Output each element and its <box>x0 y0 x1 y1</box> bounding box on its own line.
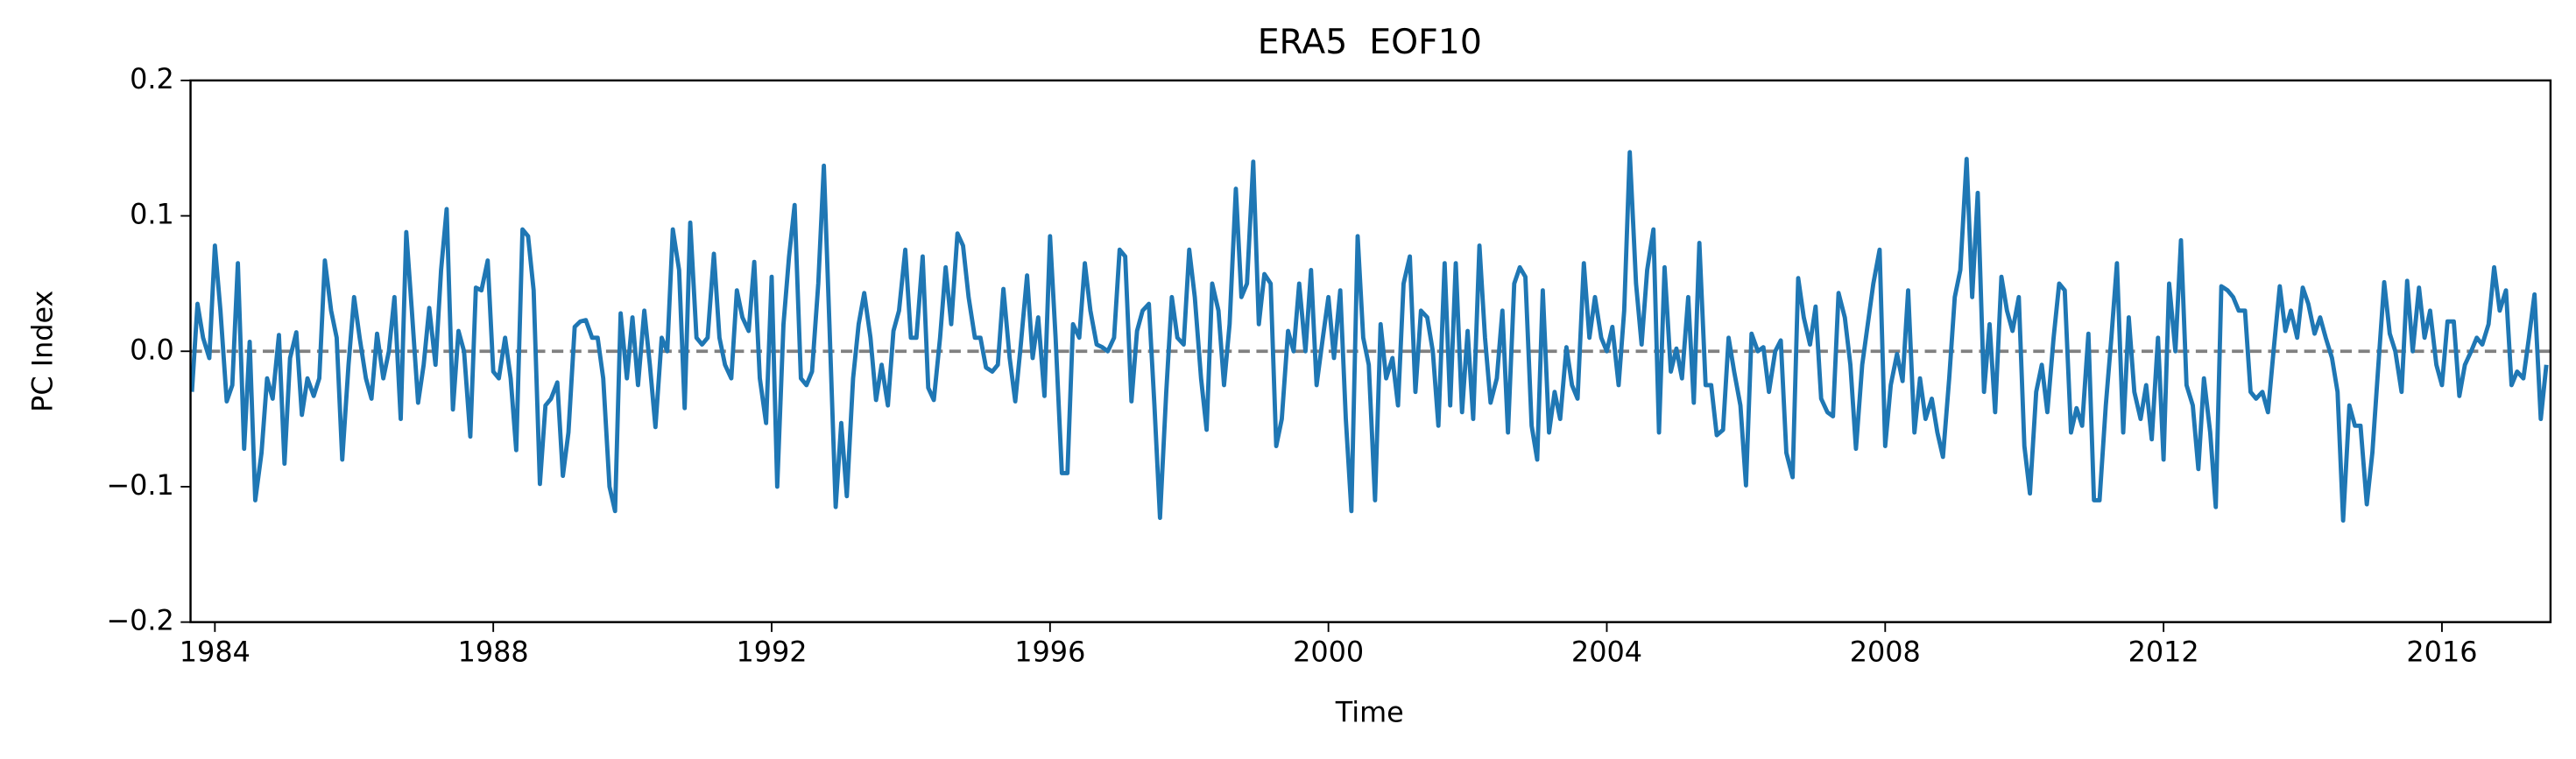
x-tick-label: 1988 <box>458 635 529 668</box>
y-tick-label: 0.2 <box>130 62 174 95</box>
y-axis-label: PC Index <box>26 291 60 412</box>
x-tick-label: 1996 <box>1014 635 1085 668</box>
y-tick-label: −0.2 <box>106 604 173 637</box>
x-tick-label: 1992 <box>736 635 807 668</box>
x-tick-label: 2012 <box>2128 635 2199 668</box>
x-tick-label: 1984 <box>180 635 251 668</box>
data-line <box>189 150 2549 524</box>
x-tick-label: 2004 <box>1571 635 1642 668</box>
x-tick-label: 2008 <box>1850 635 1921 668</box>
y-tick-label: −0.1 <box>106 468 173 502</box>
plot-frame <box>189 79 2552 623</box>
x-tick-label: 2000 <box>1293 635 1364 668</box>
x-axis-label: Time <box>1335 696 1404 729</box>
y-tick-label: 0.0 <box>130 333 174 366</box>
y-tick-label: 0.1 <box>130 198 174 231</box>
x-tick-label: 2016 <box>2406 635 2477 668</box>
chart-title: ERA5 EOF10 <box>1258 22 1482 62</box>
